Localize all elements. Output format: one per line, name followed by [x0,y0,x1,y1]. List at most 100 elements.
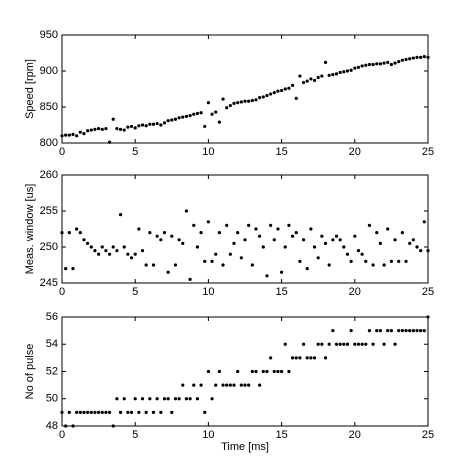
point [254,227,258,231]
point [334,72,339,76]
point [107,410,112,414]
point [199,111,203,115]
point [378,241,383,245]
subplot: 0 5 10 15 20 25 245 250 255 260 Meas. window [us] [24,169,434,298]
point [393,61,397,65]
point [122,128,126,132]
point [67,410,71,414]
point [305,356,309,360]
y-tick-label: 54 [46,338,58,350]
point [192,383,196,387]
point [290,83,295,87]
point [192,112,196,116]
point [415,55,419,59]
point [371,62,375,67]
point [349,259,353,263]
point [419,55,423,59]
x-tick-label: 10 [202,429,214,441]
point [426,55,430,59]
point [221,97,225,101]
point [261,369,265,374]
point [280,88,284,93]
point [236,369,240,374]
x-tick-label: 25 [422,146,434,158]
point [386,227,390,231]
point [290,356,295,360]
point [181,115,185,119]
point [345,342,350,346]
point [162,397,167,401]
y-axis-label: Meas. window [us] [24,184,36,274]
point [192,223,196,227]
point [60,134,64,138]
point [378,62,383,66]
point [214,252,218,256]
point [173,397,178,401]
point [115,397,119,401]
point [82,132,86,136]
x-tick-label: 0 [59,146,65,158]
point [206,101,210,105]
point [64,133,68,137]
point [170,118,174,122]
point [250,98,254,103]
point [283,87,287,91]
point [316,256,320,260]
x-tick-label: 15 [275,286,287,298]
point [93,410,97,414]
point [404,57,408,62]
point [170,234,174,238]
point [155,234,159,238]
point [426,315,430,319]
point [250,263,254,267]
point [67,133,71,137]
point [422,55,426,59]
point [338,342,342,346]
point [342,245,346,249]
point [137,227,141,231]
point [276,227,280,231]
point [360,64,364,68]
point [100,410,104,414]
point [419,249,423,253]
point [356,342,361,346]
point [243,99,247,103]
point [382,61,386,65]
y-tick-label: 255 [40,205,58,217]
y-axis-label: Speed [rpm] [24,59,36,119]
point [144,124,148,128]
point [214,110,218,114]
x-tick-label: 25 [422,286,434,298]
point [408,241,412,245]
point [188,114,192,118]
point [166,397,170,401]
point [411,238,415,242]
point [232,241,236,245]
point [400,58,404,62]
point [221,383,225,387]
x-tick-label: 5 [132,286,138,298]
point [298,259,302,263]
point [404,259,408,263]
point [258,234,262,238]
point [334,234,339,238]
point [404,329,408,333]
point [144,263,148,267]
point [217,231,221,235]
point [301,238,306,242]
x-tick-label: 5 [132,429,138,441]
point [250,369,254,374]
x-tick-label: 25 [422,429,434,441]
point [243,383,247,387]
point [301,342,306,346]
point [151,263,156,267]
point [294,356,298,360]
point [287,223,291,227]
point [210,112,214,116]
point [203,259,207,263]
y-tick-label: 245 [40,277,58,289]
point [210,397,214,401]
point [349,329,353,333]
point [375,329,379,333]
point [389,62,393,67]
